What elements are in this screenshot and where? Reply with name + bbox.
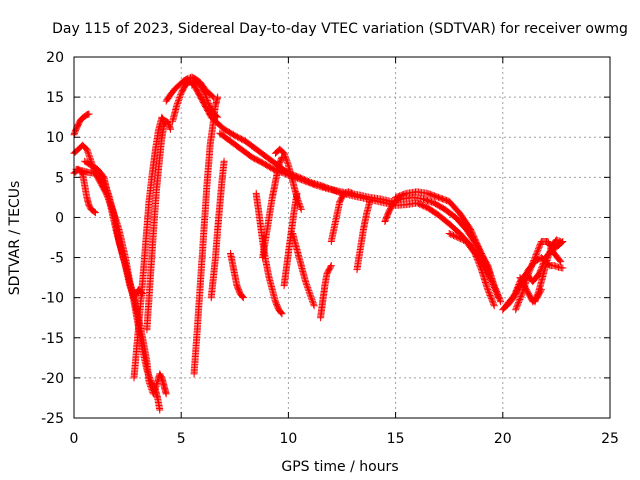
y-tick-label: -20 — [41, 371, 64, 387]
series-markers — [381, 196, 402, 225]
series-markers — [445, 230, 498, 310]
series-markers — [130, 113, 168, 382]
y-tick-label: 15 — [46, 90, 64, 106]
series-track-26 — [445, 230, 498, 310]
x-tick-label: 15 — [387, 431, 405, 447]
series-markers — [392, 188, 494, 278]
series-markers — [227, 250, 247, 302]
series-markers — [317, 262, 335, 322]
series-track-13 — [227, 250, 247, 302]
series-markers — [516, 274, 545, 306]
series-track-15 — [220, 125, 503, 302]
series-track-25 — [392, 188, 494, 278]
series-markers — [353, 197, 374, 274]
series-track-7 — [143, 117, 174, 334]
series-markers — [190, 93, 222, 378]
data-series — [70, 73, 567, 414]
x-tick-label: 10 — [279, 431, 297, 447]
series-markers — [81, 157, 147, 302]
series-track-11 — [190, 93, 222, 378]
y-axis-label: SDTVAR / TECUs — [7, 181, 23, 296]
series-track-6 — [130, 113, 168, 382]
series-markers — [259, 153, 286, 262]
y-tick-label: 0 — [55, 210, 64, 226]
x-tick-label: 5 — [177, 431, 186, 447]
chart-title: Day 115 of 2023, Sidereal Day-to-day VTE… — [52, 21, 628, 37]
y-tick-label: -5 — [50, 251, 64, 267]
y-tick-label: 20 — [46, 50, 64, 66]
series-track-21 — [317, 262, 335, 322]
x-tick-label: 0 — [70, 431, 79, 447]
series-markers — [289, 230, 318, 310]
x-tick-label: 25 — [601, 431, 619, 447]
series-track-5 — [81, 157, 147, 302]
axis-ticks — [73, 56, 611, 419]
series-markers — [220, 125, 503, 302]
series-track-17 — [259, 153, 286, 262]
y-tick-label: -25 — [41, 411, 64, 427]
x-axis-label: GPS time / hours — [281, 459, 398, 475]
series-markers — [143, 117, 174, 334]
y-tick-label: -10 — [41, 291, 64, 307]
series-markers — [207, 157, 228, 302]
series-track-22 — [327, 188, 357, 245]
y-tick-label: -15 — [41, 331, 64, 347]
series-markers — [327, 188, 357, 245]
y-tick-label: 5 — [55, 170, 64, 186]
series-track-12 — [207, 157, 228, 302]
series-track-20 — [289, 230, 318, 310]
series-track-24 — [381, 196, 402, 225]
y-tick-label: 10 — [46, 130, 64, 146]
plot-frame — [73, 56, 611, 419]
series-track-31 — [516, 274, 545, 306]
x-tick-label: 20 — [494, 431, 512, 447]
series-track-23 — [353, 197, 374, 274]
tick-labels: 0 5 10 15 20 25 -25 -20 -15 -10 -5 0 5 10 15 20 — [41, 50, 619, 447]
